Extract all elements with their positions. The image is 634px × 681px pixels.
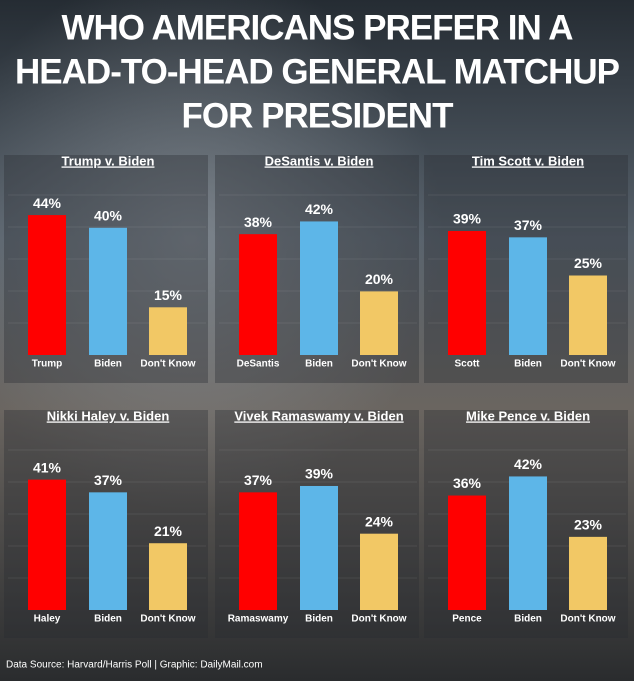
value-label: 40% [94,208,123,224]
bar [509,476,547,610]
category-label: DeSantis [237,359,280,370]
category-label: Ramaswamy [228,614,289,625]
category-label: Biden [94,614,122,625]
category-label: Don't Know [140,614,195,625]
value-label: 42% [305,201,334,217]
bar [149,543,187,610]
category-label: Biden [514,359,542,370]
bar [569,536,607,610]
category-label: Pence [452,614,482,625]
value-label: 39% [453,211,482,227]
bar [239,234,277,355]
source-note: Data Source: Harvard/Harris Poll | Graph… [6,660,263,671]
bar [509,237,547,355]
bar [239,492,277,610]
category-label: Haley [34,614,61,625]
bar [28,215,66,355]
category-label: Biden [514,614,542,625]
bar [448,230,486,355]
category-label: Biden [94,359,122,370]
value-label: 41% [33,459,62,475]
category-label: Don't Know [351,614,406,625]
panel-title: DeSantis v. Biden [265,153,374,168]
bar [89,227,127,355]
bar [149,307,187,355]
category-label: Scott [455,359,481,370]
value-label: 37% [244,472,273,488]
value-label: 15% [154,287,183,303]
bar [28,479,66,610]
value-label: 36% [453,475,482,491]
value-label: 39% [305,466,334,482]
bar [89,492,127,610]
value-label: 38% [244,214,273,230]
category-label: Don't Know [560,614,615,625]
panel-title: Mike Pence v. Biden [466,408,590,423]
value-label: 25% [574,255,603,271]
value-label: 44% [33,195,62,211]
value-label: 37% [514,217,543,233]
bar [300,221,338,355]
bar [360,291,398,355]
panel-title: Tim Scott v. Biden [472,153,584,168]
value-label: 24% [365,513,394,529]
value-label: 42% [514,456,543,472]
value-label: 23% [574,517,603,533]
category-label: Don't Know [140,359,195,370]
bar [360,533,398,610]
main-title: WHO AMERICANS PREFER IN A [61,8,573,47]
category-label: Biden [305,614,333,625]
bar [448,495,486,610]
panel-title: Vivek Ramaswamy v. Biden [234,408,403,423]
main-title: HEAD-TO-HEAD GENERAL MATCHUP [15,52,620,91]
main-title: FOR PRESIDENT [182,96,454,135]
category-label: Biden [305,359,333,370]
bar [569,275,607,355]
panel-title: Trump v. Biden [62,153,155,168]
value-label: 21% [154,523,183,539]
panel-title: Nikki Haley v. Biden [47,408,170,423]
value-label: 37% [94,472,123,488]
category-label: Trump [32,359,63,370]
category-label: Don't Know [560,359,615,370]
value-label: 20% [365,271,394,287]
bar [300,485,338,610]
category-label: Don't Know [351,359,406,370]
